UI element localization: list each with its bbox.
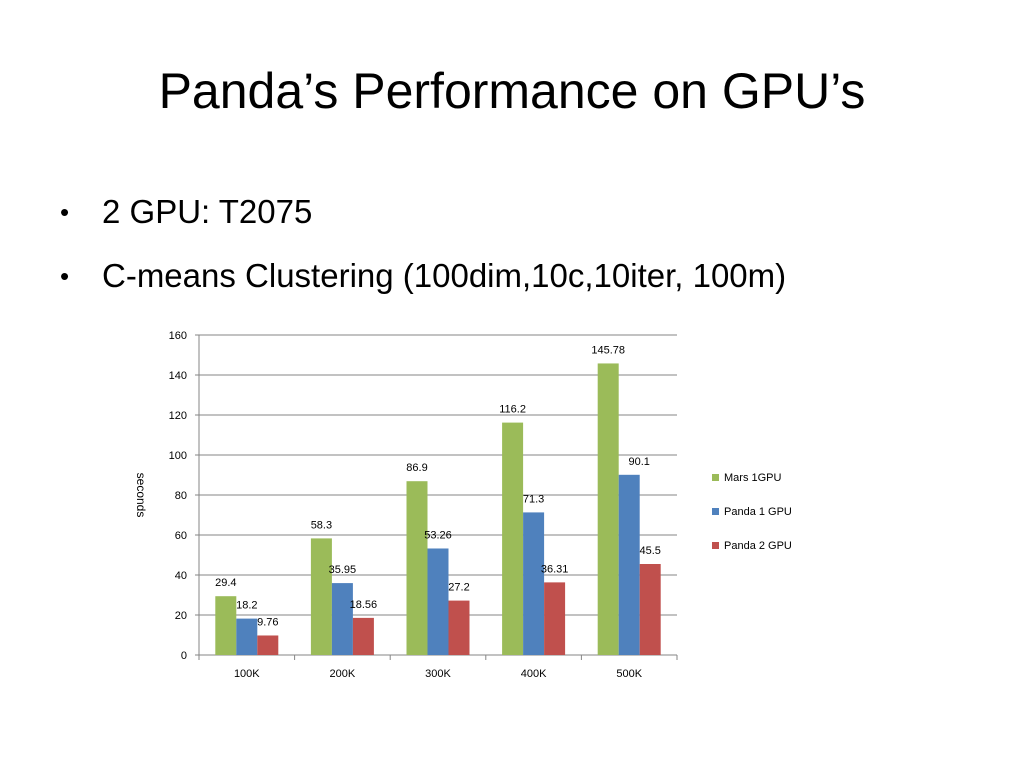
bullet-text: C-means Clustering (100dim,10c,10iter, 1…: [102, 257, 787, 294]
bar-chart: 0 20 40 60 80 100 120 140 160 seconds 29.418.29.76…: [134, 330, 792, 680]
y-tick-label: 0: [181, 650, 187, 662]
y-tick-label: 40: [175, 570, 187, 582]
data-label: 90.1: [628, 456, 649, 468]
bar: [597, 363, 619, 655]
y-tick-label: 80: [175, 490, 187, 502]
bullet-text: 2 GPU: T2075: [102, 193, 313, 230]
bar: [502, 422, 524, 655]
x-tick-label: 500K: [616, 668, 642, 680]
bullet-item: • C-means Clustering (100dim,10c,10iter,…: [58, 256, 786, 296]
y-tick-label: 20: [175, 610, 187, 622]
bullet-list: • 2 GPU: T2075 • C-means Clustering (100…: [58, 192, 786, 320]
data-label: 71.3: [523, 493, 544, 505]
x-tick-label: 200K: [330, 668, 356, 680]
y-tick-label: 60: [175, 530, 187, 542]
data-label: 53.26: [424, 529, 452, 541]
data-label: 29.4: [215, 577, 236, 589]
data-label: 86.9: [406, 462, 427, 474]
bar: [406, 481, 428, 655]
bullet-dot-icon: •: [60, 197, 70, 227]
data-label: 116.2: [499, 404, 526, 416]
bar: [448, 600, 470, 655]
bar: [639, 564, 661, 655]
slide-title: Panda’s Performance on GPU’s: [158, 63, 866, 119]
bar: [257, 635, 279, 655]
legend-label: Panda 1 GPU: [724, 506, 792, 518]
x-tick-label: 300K: [425, 668, 451, 680]
legend-swatch: [712, 542, 719, 549]
y-tick-label: 100: [169, 450, 187, 462]
bullet-item: • 2 GPU: T2075: [58, 192, 786, 232]
bar: [544, 582, 566, 655]
data-label: 18.56: [350, 599, 378, 611]
y-tick-label: 120: [169, 410, 187, 422]
legend-label: Mars 1GPU: [724, 472, 782, 484]
y-axis-label: seconds: [134, 473, 148, 518]
y-tick-label: 140: [169, 370, 187, 382]
x-tick-label: 400K: [521, 668, 547, 680]
data-label: 18.2: [236, 600, 257, 612]
data-label: 58.3: [311, 519, 332, 531]
data-label: 45.5: [639, 545, 660, 557]
x-tick-label: 100K: [234, 668, 260, 680]
bar: [523, 512, 545, 655]
data-label: 36.31: [541, 563, 569, 575]
bar: [352, 617, 374, 655]
legend-swatch: [712, 474, 719, 481]
data-label: 35.95: [329, 564, 357, 576]
y-tick-label: 160: [169, 330, 187, 342]
data-label: 27.2: [448, 582, 469, 594]
bar: [215, 596, 237, 655]
legend-label: Panda 2 GPU: [724, 540, 792, 552]
bar: [331, 583, 353, 655]
bar: [236, 618, 258, 655]
bar: [310, 538, 332, 655]
bar: [618, 474, 640, 655]
legend-swatch: [712, 508, 719, 515]
bullet-dot-icon: •: [60, 261, 70, 291]
bar: [427, 548, 449, 655]
data-label: 145.78: [591, 344, 625, 356]
data-label: 9.76: [257, 616, 278, 628]
